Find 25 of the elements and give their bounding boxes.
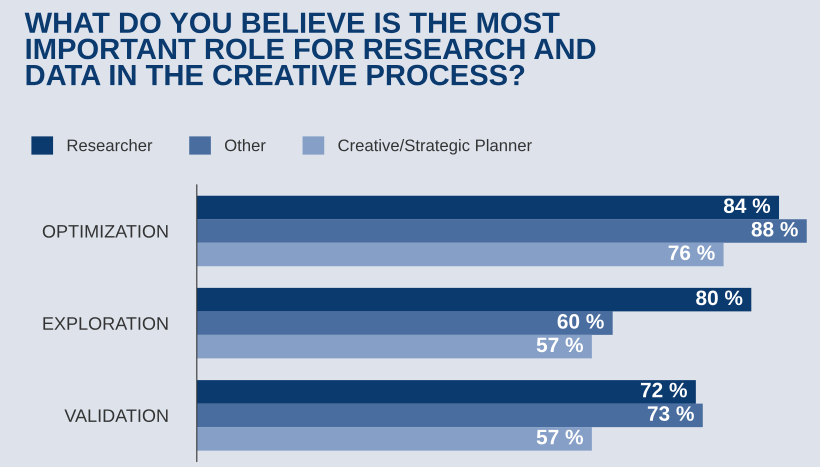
legend-label: Other [225,139,266,152]
bar [196,219,807,243]
data-label: 88 % [752,222,798,237]
y-tick-label: VALIDATION [64,409,168,422]
data-label: 73 % [648,406,694,421]
data-label: 57 % [536,338,583,352]
data-label: 76 % [668,245,715,260]
y-tick-label: OPTIMIZATION [42,224,168,238]
bar [196,380,696,404]
bar [196,427,592,451]
chart-title: WHAT DO YOU BELIEVE IS THE MOST IMPORTANT ROLE FOR RESEARCH AND DATA IN THE CREATIVE PROCESS? [24,12,596,86]
data-label: 84 % [724,198,770,214]
y-tick-label: EXPLORATION [43,317,168,330]
data-label: 60 % [558,314,604,329]
bar [196,196,780,220]
data-label: 80 % [696,290,742,306]
data-label: 72 % [640,382,687,398]
bar [196,288,752,312]
bar [196,404,703,428]
bar [196,311,613,335]
legend-label: Creative/Strategic Planner [338,139,532,155]
bar [196,242,724,266]
legend-label: Researcher [68,139,152,152]
bar [196,334,592,358]
data-label: 57 % [536,430,583,444]
